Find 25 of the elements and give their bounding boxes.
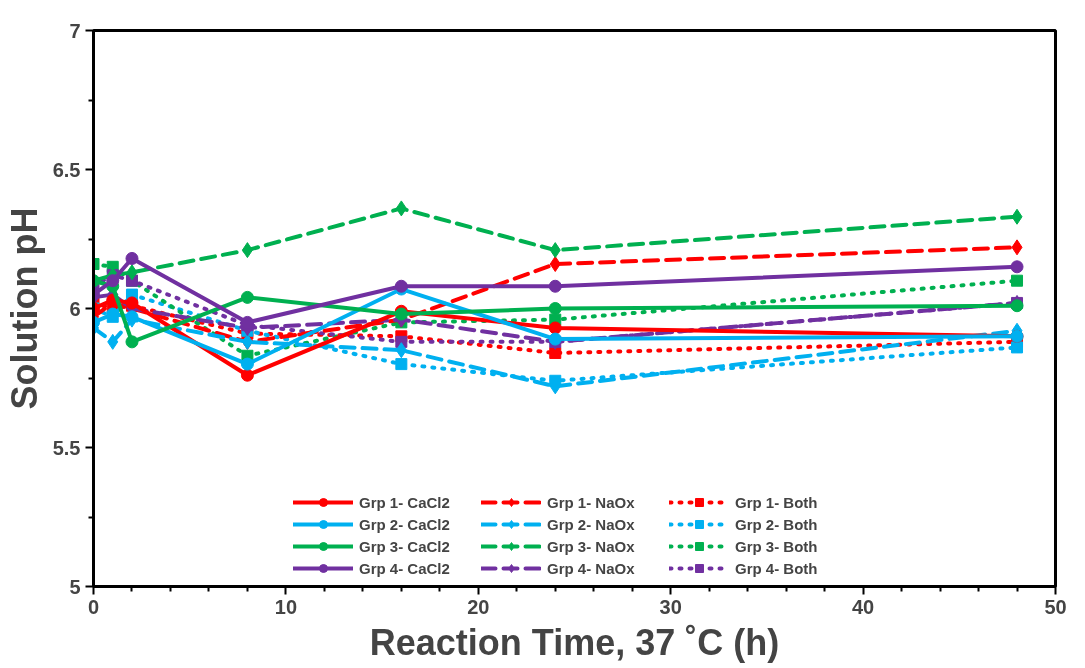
legend-label: Grp 3- NaOx <box>547 537 636 555</box>
x-tick-label: 30 <box>659 595 682 618</box>
legend-label: Grp 4- CaCl2 <box>359 559 451 577</box>
x-tick-label: 10 <box>274 595 298 618</box>
legend-label: Grp 4- NaOx <box>547 559 636 577</box>
legend-label: Grp 2- Both <box>735 515 819 533</box>
y-tick-label: 5.5 <box>52 436 81 459</box>
legend-label: Grp 1- Both <box>735 493 819 511</box>
legend-label: Grp 3- CaCl2 <box>359 537 451 555</box>
y-tick-label: 6 <box>69 297 81 320</box>
legend-label: Grp 2- NaOx <box>547 515 636 533</box>
x-axis-title: Reaction Time, 37 ˚C (h) <box>369 621 780 663</box>
x-tick-label: 40 <box>851 595 875 618</box>
legend-label: Grp 4- Both <box>735 559 819 577</box>
x-tick-label: 50 <box>1044 595 1067 618</box>
x-tick-label: 20 <box>467 595 490 618</box>
legend-label: Grp 1- NaOx <box>547 493 636 511</box>
y-tick-label: 7 <box>69 19 81 42</box>
y-axis-title: Solution pH <box>3 207 45 410</box>
x-tick-label: 0 <box>87 595 100 618</box>
y-tick-label: 6.5 <box>52 158 81 181</box>
y-tick-label: 5 <box>69 575 81 598</box>
legend-label: Grp 3- Both <box>735 537 819 555</box>
legend-label: Grp 1- CaCl2 <box>359 493 451 511</box>
legend-label: Grp 2- CaCl2 <box>359 515 451 533</box>
